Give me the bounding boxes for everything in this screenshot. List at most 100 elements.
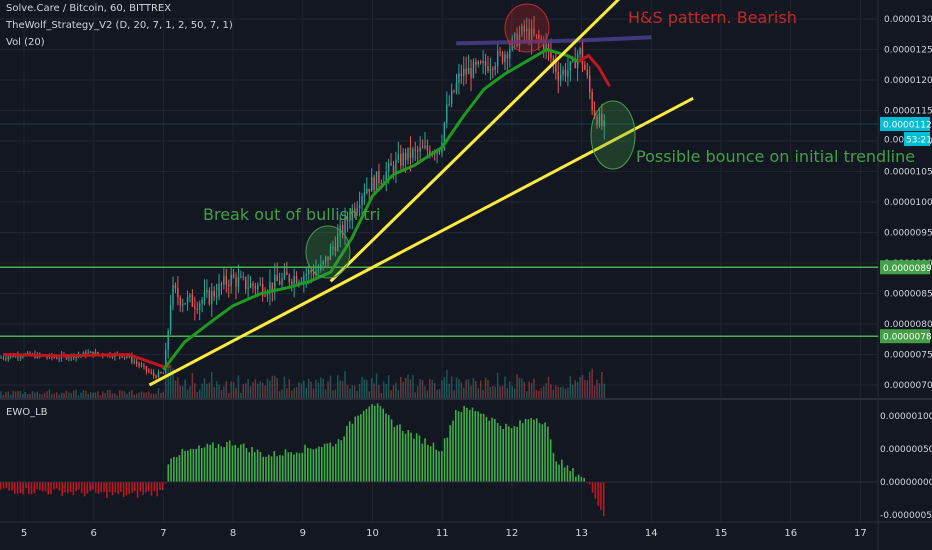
volume-bar — [458, 378, 460, 398]
volume-bar — [569, 376, 572, 398]
volume-bar — [591, 368, 593, 398]
ewo-bar — [30, 482, 33, 495]
volume-bar — [538, 390, 540, 398]
ewo-bar — [410, 432, 412, 482]
volume-bar — [349, 388, 351, 398]
volume-bar — [324, 389, 327, 398]
ewo-bar — [566, 465, 569, 482]
ewo-bar — [19, 482, 22, 494]
ewo-bar — [544, 422, 546, 482]
ewo-bar — [159, 482, 161, 490]
volume-bar — [346, 384, 349, 398]
volume-bar — [564, 388, 567, 398]
volume-bar — [400, 377, 402, 398]
ewo-bar — [5, 482, 8, 489]
ewo-bar — [281, 455, 284, 482]
ewo-bar — [295, 452, 298, 482]
ewo-bar — [181, 448, 184, 482]
volume-bar — [426, 390, 429, 398]
ewo-bar — [44, 482, 47, 492]
ewo-bar — [198, 445, 200, 482]
ewo-bar — [499, 425, 502, 482]
volume-bar — [404, 377, 407, 398]
volume-bar — [363, 379, 366, 398]
ewo-bar — [452, 420, 454, 482]
ewo-bar — [309, 448, 312, 482]
ewo-tick-label: 0.00000000 — [880, 478, 932, 488]
ewo-bar — [337, 439, 340, 482]
candle-body — [499, 51, 501, 53]
ewo-bar — [368, 406, 371, 482]
candle-body — [286, 271, 288, 276]
volume-bar — [317, 382, 320, 398]
neckline — [456, 35, 652, 46]
ewo-bar — [494, 419, 496, 482]
volume-bar — [446, 369, 448, 398]
ewo-bar — [58, 482, 61, 491]
ewo-bar — [583, 478, 585, 482]
candle-body — [564, 69, 567, 77]
volume-bar — [530, 383, 533, 398]
volume-bar — [131, 390, 133, 398]
candle-body — [274, 274, 276, 291]
candle-body — [334, 247, 337, 251]
candle-body — [281, 277, 283, 285]
trendline — [148, 96, 694, 387]
candle-body — [266, 293, 269, 296]
ewo-bar — [61, 482, 64, 497]
candle-body — [470, 68, 472, 78]
candle-body — [555, 62, 557, 73]
volume-bar — [370, 378, 373, 398]
candle-body — [591, 91, 593, 110]
volume-bar — [450, 376, 453, 398]
x-tick-label: 7 — [160, 528, 166, 539]
ewo-bar — [267, 454, 270, 482]
ewo-bar — [92, 482, 94, 490]
volume-bar — [165, 370, 167, 398]
volume-bar — [402, 381, 404, 398]
volume-bar — [593, 385, 596, 398]
candle-body — [261, 283, 264, 296]
candle-body — [172, 284, 174, 305]
ewo-bar — [572, 467, 574, 482]
candle-body — [552, 57, 555, 63]
ewo-bar — [329, 442, 331, 482]
ewo-label: EWO_LB — [6, 407, 48, 418]
volume-bar — [482, 389, 484, 398]
ewo-bar — [270, 456, 273, 482]
candle-body — [305, 274, 307, 276]
candle-body — [126, 356, 128, 358]
ewo-bar — [47, 482, 50, 495]
candle-body — [298, 281, 300, 284]
ewo-bar — [97, 482, 100, 494]
volume-bar — [109, 389, 111, 398]
candle-body — [179, 297, 182, 306]
candle-body — [363, 193, 366, 197]
candle-body — [584, 64, 586, 70]
candle-body — [220, 283, 223, 285]
volume-bar — [264, 385, 266, 398]
candle-body — [111, 356, 114, 358]
volume-bar — [89, 392, 92, 398]
volume-bar — [160, 393, 162, 398]
volume-bar — [598, 383, 601, 398]
ewo-bar — [8, 482, 10, 491]
candle-body — [361, 196, 363, 205]
ewo-bar — [552, 452, 555, 482]
volume-bar — [494, 386, 496, 398]
volume-bar — [68, 392, 70, 398]
ewo-bar — [53, 482, 55, 490]
ewo-bar — [111, 482, 114, 496]
volume-bar — [85, 390, 87, 398]
ewo-bar — [418, 435, 421, 482]
x-tick-label: 12 — [506, 528, 519, 539]
ewo-bar — [217, 443, 220, 482]
candle-body — [516, 33, 518, 46]
candle-body — [375, 171, 378, 191]
volume-bar — [223, 386, 225, 398]
ewo-bar — [519, 420, 521, 482]
ewo-bar — [320, 446, 323, 482]
candle-body — [353, 208, 356, 213]
volume-bar — [547, 376, 550, 398]
